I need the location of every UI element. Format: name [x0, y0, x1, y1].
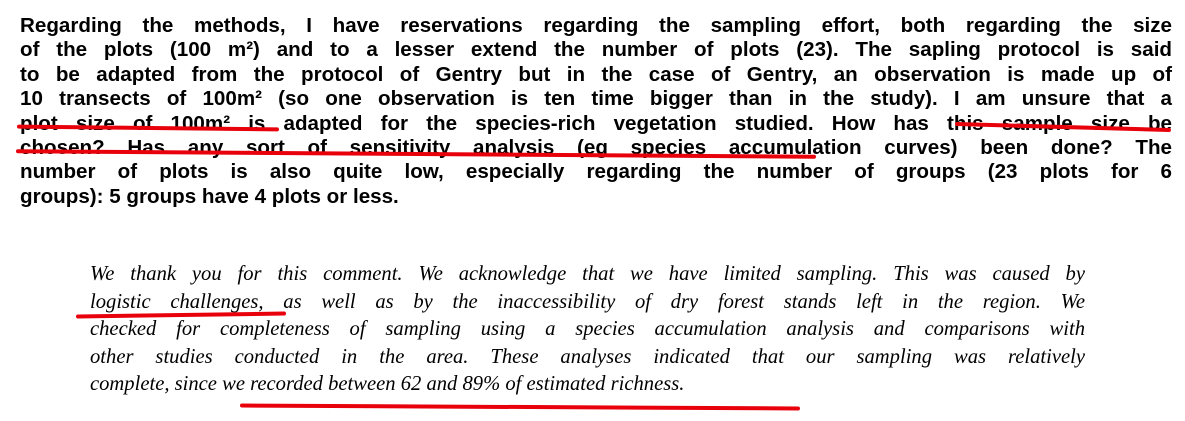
- reviewer-line: groups): 5 groups have 4 plots or less.: [20, 184, 399, 208]
- reviewer-line: Regarding the methods, I have reservatio…: [20, 14, 1172, 37]
- reviewer-line: to be adapted from the protocol of Gentr…: [20, 62, 1172, 86]
- response-line: checked for completeness of sampling usi…: [90, 318, 1085, 341]
- response-line: We thank you for this comment. We acknow…: [90, 263, 1085, 285]
- response-line: complete, since we recorded between 62 a…: [90, 373, 685, 396]
- author-response: We thank you for this comment. We acknow…: [90, 261, 1085, 399]
- response-line: logistic challenges, as well as by the i…: [90, 290, 1085, 313]
- reviewer-comment: Regarding the methods, I have reservatio…: [20, 14, 1172, 209]
- reviewer-line: of the plots (100 m²) and to a lesser ex…: [20, 38, 1172, 62]
- reviewer-line: number of plots is also quite low, espec…: [20, 160, 1172, 184]
- response-line: other studies conducted in the area. The…: [90, 345, 1085, 368]
- red-underline-richness: [239, 403, 801, 411]
- reviewer-line: plot size of 100m² is adapted for the sp…: [20, 111, 1172, 135]
- reviewer-line: 10 transects of 100m² (so one observatio…: [20, 87, 1172, 111]
